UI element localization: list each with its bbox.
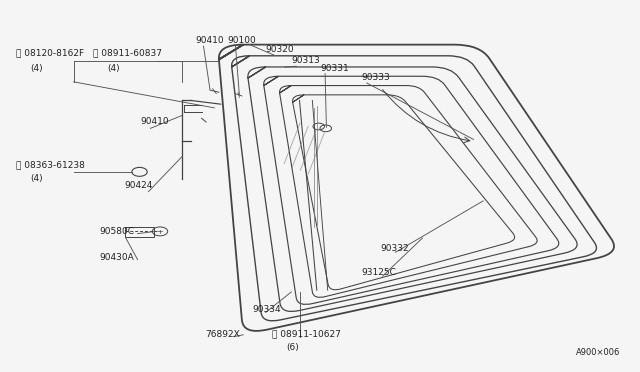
Text: 90424: 90424 xyxy=(125,182,153,190)
Text: 90410: 90410 xyxy=(141,118,170,126)
Text: (4): (4) xyxy=(31,174,44,183)
Text: 90410: 90410 xyxy=(195,36,224,45)
Text: 76892X: 76892X xyxy=(205,330,239,339)
Text: 90430A: 90430A xyxy=(99,253,134,262)
Text: 90313: 90313 xyxy=(291,56,320,65)
Text: 90580C: 90580C xyxy=(99,227,134,236)
Text: Ⓑ 08120-8162F: Ⓑ 08120-8162F xyxy=(16,49,84,58)
Text: (6): (6) xyxy=(287,343,300,352)
Text: 90333: 90333 xyxy=(362,73,390,82)
Text: (4): (4) xyxy=(31,64,44,73)
Text: A900×006: A900×006 xyxy=(577,348,621,357)
Text: Ⓑ 08363-61238: Ⓑ 08363-61238 xyxy=(16,160,85,169)
Text: Ⓝ 08911-60837: Ⓝ 08911-60837 xyxy=(93,49,162,58)
Text: 90334: 90334 xyxy=(253,305,282,314)
Text: 90332: 90332 xyxy=(381,244,410,253)
Text: 90320: 90320 xyxy=(266,45,294,54)
Text: (4): (4) xyxy=(108,64,120,73)
Text: 93125C: 93125C xyxy=(362,268,396,277)
Text: 90100: 90100 xyxy=(227,36,256,45)
Text: 90331: 90331 xyxy=(320,64,349,73)
Text: Ⓝ 08911-10627: Ⓝ 08911-10627 xyxy=(272,330,341,339)
